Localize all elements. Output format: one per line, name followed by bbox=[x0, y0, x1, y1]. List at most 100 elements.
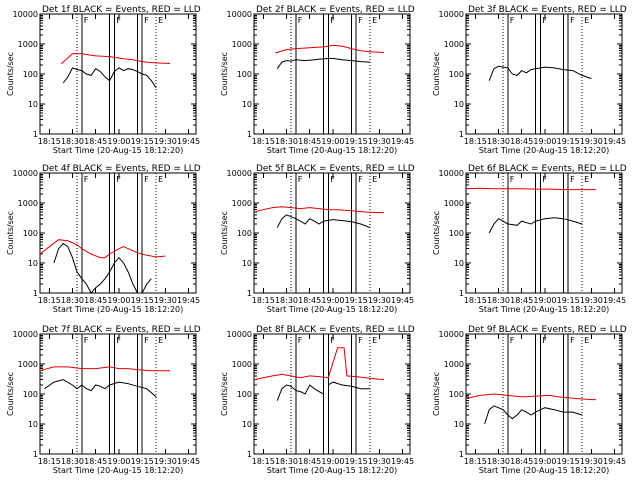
y-tick-label: 100 bbox=[23, 390, 38, 399]
y-axis-label: Counts/sec bbox=[220, 52, 229, 96]
y-tick-label: 10 bbox=[242, 420, 252, 429]
x-tick-label: 19:15 bbox=[345, 457, 368, 466]
marker-label-f: F bbox=[84, 175, 89, 184]
x-tick-label: 18:15 bbox=[464, 296, 487, 305]
x-tick-label: 19:15 bbox=[131, 137, 154, 146]
x-axis-label: Start Time (20-Aug-15 18:12:20) bbox=[53, 146, 184, 155]
x-tick-label: 18:45 bbox=[298, 457, 321, 466]
y-tick-label: 1000 bbox=[232, 40, 252, 49]
marker-label-f: F bbox=[330, 16, 335, 25]
panel-det-8: Det 8f BLACK = Events, RED = LLD 1 10 100 10… bbox=[220, 325, 415, 475]
events-series bbox=[44, 379, 157, 398]
events-series bbox=[488, 65, 592, 81]
x-tick-label: 18:30 bbox=[61, 457, 84, 466]
marker-label-f: F bbox=[144, 336, 149, 345]
y-tick-label: 1 bbox=[459, 450, 464, 459]
x-axis-label: Start Time (20-Aug-15 18:12:20) bbox=[267, 146, 398, 155]
marker-label-e: E bbox=[584, 336, 589, 345]
y-tick-label: 1000 bbox=[18, 40, 38, 49]
y-tick-label: 10 bbox=[28, 420, 38, 429]
x-tick-label: 19:00 bbox=[107, 457, 130, 466]
x-tick-label: 19:45 bbox=[603, 296, 626, 305]
x-tick-label: 19:30 bbox=[580, 296, 603, 305]
plot-frame bbox=[39, 13, 197, 135]
events-series bbox=[53, 242, 152, 294]
chart-title: Det 3f BLACK = Events, RED = LLD bbox=[468, 5, 627, 15]
plot-frame bbox=[39, 333, 197, 455]
x-tick-label: 19:30 bbox=[368, 457, 391, 466]
y-tick-label: 1 bbox=[247, 289, 252, 298]
y-axis-label: Counts/sec bbox=[6, 52, 15, 96]
marker-label-e: E bbox=[372, 175, 377, 184]
x-axis-label: Start Time (20-Aug-15 18:12:20) bbox=[53, 305, 184, 314]
y-tick-label: 1000 bbox=[444, 40, 464, 49]
x-tick-label: 18:45 bbox=[84, 137, 107, 146]
lld-series bbox=[465, 393, 596, 401]
marker-label-f: F bbox=[116, 336, 121, 345]
x-tick-label: 19:30 bbox=[154, 457, 177, 466]
y-tick-label: 100 bbox=[449, 390, 464, 399]
x-tick-label: 19:30 bbox=[368, 296, 391, 305]
x-tick-label: 19:30 bbox=[154, 137, 177, 146]
x-tick-label: 18:15 bbox=[38, 137, 61, 146]
marker-label-f: F bbox=[84, 16, 89, 25]
y-tick-label: 1000 bbox=[444, 199, 464, 208]
chart-title: Det 7f BLACK = Events, RED = LLD bbox=[42, 325, 201, 335]
panel-det-6: Det 6f BLACK = Events, RED = LLD 1 10 100 10… bbox=[432, 164, 627, 314]
x-tick-label: 19:45 bbox=[603, 137, 626, 146]
y-tick-label: 10000 bbox=[13, 169, 38, 178]
plot-frame bbox=[253, 333, 411, 455]
events-series bbox=[62, 67, 157, 88]
y-tick-label: 1000 bbox=[18, 360, 38, 369]
plot-frame bbox=[39, 172, 197, 294]
chart-title: Det 1f BLACK = Events, RED = LLD bbox=[42, 5, 201, 15]
plot-frame bbox=[253, 13, 411, 135]
x-tick-label: 18:30 bbox=[487, 296, 510, 305]
x-axis-label: Start Time (20-Aug-15 18:12:20) bbox=[479, 305, 610, 314]
y-tick-label: 10 bbox=[28, 259, 38, 268]
x-tick-label: 19:15 bbox=[345, 296, 368, 305]
y-tick-label: 1 bbox=[33, 289, 38, 298]
y-tick-label: 10000 bbox=[13, 10, 38, 19]
x-tick-label: 18:45 bbox=[510, 137, 533, 146]
x-tick-label: 18:15 bbox=[464, 457, 487, 466]
x-axis-label: Start Time (20-Aug-15 18:12:20) bbox=[267, 305, 398, 314]
lld-series bbox=[465, 187, 596, 191]
y-tick-label: 100 bbox=[449, 229, 464, 238]
marker-label-f: F bbox=[116, 175, 121, 184]
y-tick-label: 1 bbox=[459, 130, 464, 139]
events-series bbox=[484, 405, 583, 425]
y-tick-label: 1 bbox=[459, 289, 464, 298]
chart-title: Det 4f BLACK = Events, RED = LLD bbox=[42, 164, 201, 174]
marker-label-f: F bbox=[298, 16, 303, 25]
y-tick-label: 10 bbox=[454, 420, 464, 429]
marker-label-f: F bbox=[84, 336, 89, 345]
marker-label-e: E bbox=[584, 16, 589, 25]
events-series bbox=[488, 217, 583, 234]
marker-label-e: E bbox=[158, 16, 163, 25]
x-tick-label: 19:30 bbox=[154, 296, 177, 305]
x-axis-label: Start Time (20-Aug-15 18:12:20) bbox=[267, 466, 398, 475]
marker-label-f: F bbox=[510, 16, 515, 25]
y-tick-label: 100 bbox=[237, 229, 252, 238]
y-tick-label: 1 bbox=[33, 450, 38, 459]
x-tick-label: 18:45 bbox=[298, 296, 321, 305]
lld-series bbox=[39, 239, 166, 259]
y-tick-label: 10 bbox=[454, 100, 464, 109]
x-tick-label: 19:45 bbox=[177, 296, 200, 305]
y-tick-label: 100 bbox=[237, 390, 252, 399]
lld-series bbox=[39, 366, 170, 372]
x-tick-label: 18:15 bbox=[38, 457, 61, 466]
x-tick-label: 19:00 bbox=[321, 296, 344, 305]
panel-det-9: Det 9f BLACK = Events, RED = LLD 1 10 100 10… bbox=[432, 325, 627, 475]
x-tick-label: 19:00 bbox=[321, 457, 344, 466]
chart-title: Det 9f BLACK = Events, RED = LLD bbox=[468, 325, 627, 335]
chart-title: Det 2f BLACK = Events, RED = LLD bbox=[256, 5, 415, 15]
x-tick-label: 19:45 bbox=[603, 457, 626, 466]
panel-det-3: Det 3f BLACK = Events, RED = LLD 1 10 100 10… bbox=[432, 5, 627, 155]
x-tick-label: 18:30 bbox=[275, 457, 298, 466]
marker-label-f: F bbox=[570, 336, 575, 345]
x-tick-label: 18:45 bbox=[84, 457, 107, 466]
marker-label-f: F bbox=[116, 16, 121, 25]
